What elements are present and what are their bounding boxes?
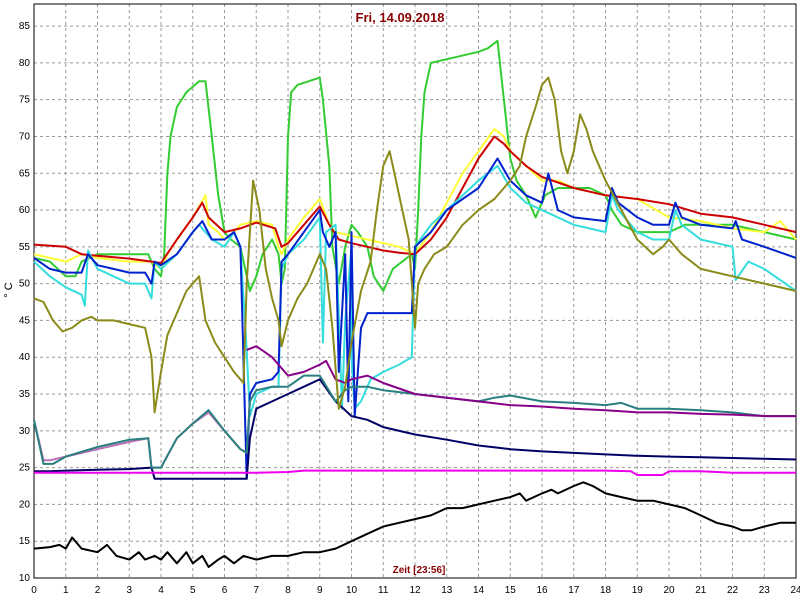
y-tick-label: 60	[19, 205, 31, 216]
x-tick-label: 18	[600, 585, 612, 596]
y-tick-label: 80	[19, 58, 31, 69]
series-line-7	[34, 469, 796, 476]
y-tick-label: 70	[19, 131, 31, 142]
x-tick-label: 14	[473, 585, 485, 596]
x-tick-label: 3	[126, 585, 132, 596]
y-tick-label: 20	[19, 499, 31, 510]
x-tick-label: 19	[632, 585, 644, 596]
x-tick-label: 12	[409, 585, 421, 596]
y-tick-label: 10	[19, 573, 31, 584]
y-tick-label: 15	[19, 536, 31, 547]
x-tick-label: 9	[317, 585, 323, 596]
x-tick-label: 24	[790, 585, 800, 596]
x-tick-label: 15	[505, 585, 517, 596]
series-line-1	[33, 39, 797, 292]
y-tick-label: 35	[19, 389, 31, 400]
x-axis-label: Zeit [23:56]	[393, 565, 446, 576]
x-tick-label: 22	[727, 585, 739, 596]
x-tick-label: 11	[378, 585, 389, 596]
y-tick-label: 40	[19, 352, 31, 363]
y-tick-label: 65	[19, 168, 31, 179]
y-tick-label: 55	[19, 242, 31, 253]
x-tick-label: 10	[346, 585, 358, 596]
y-tick-labels: 10 15 20 25 30 35 40 45 50 55 60 65 70 75 80 85	[19, 21, 31, 584]
x-tick-label: 1	[63, 585, 69, 596]
series-layer	[33, 39, 797, 568]
series-line-9	[33, 374, 796, 469]
x-tick-label: 7	[253, 585, 259, 596]
series-line-5	[33, 157, 797, 480]
x-tick-label: 8	[285, 585, 291, 596]
y-tick-label: 75	[19, 95, 31, 106]
x-tick-label: 2	[95, 585, 101, 596]
series-line-11	[33, 76, 797, 414]
y-axis-label: ° C	[3, 282, 15, 297]
series-line-10	[246, 345, 796, 418]
x-tick-label: 6	[222, 585, 228, 596]
x-tick-label: 13	[441, 585, 453, 596]
x-tick-label: 5	[190, 585, 196, 596]
y-tick-label: 30	[19, 426, 31, 437]
x-tick-label: 16	[536, 585, 548, 596]
x-tick-labels: 0 1 2 3 4 5 6 7 8 9 10 11 12 13 14 15 16 17 18 19 20 21 22 23 24	[31, 585, 800, 596]
y-tick-label: 50	[19, 279, 31, 290]
y-tick-label: 85	[19, 21, 31, 32]
x-tick-label: 21	[695, 585, 707, 596]
x-tick-label: 4	[158, 585, 164, 596]
x-tick-label: 23	[759, 585, 771, 596]
chart-title: Fri, 14.09.2018	[356, 10, 445, 25]
x-tick-label: 0	[31, 585, 37, 596]
x-tick-label: 17	[568, 585, 580, 596]
y-tick-label: 45	[19, 315, 31, 326]
x-tick-label: 20	[663, 585, 675, 596]
series-line-12	[33, 481, 796, 568]
y-tick-label: 25	[19, 463, 31, 474]
